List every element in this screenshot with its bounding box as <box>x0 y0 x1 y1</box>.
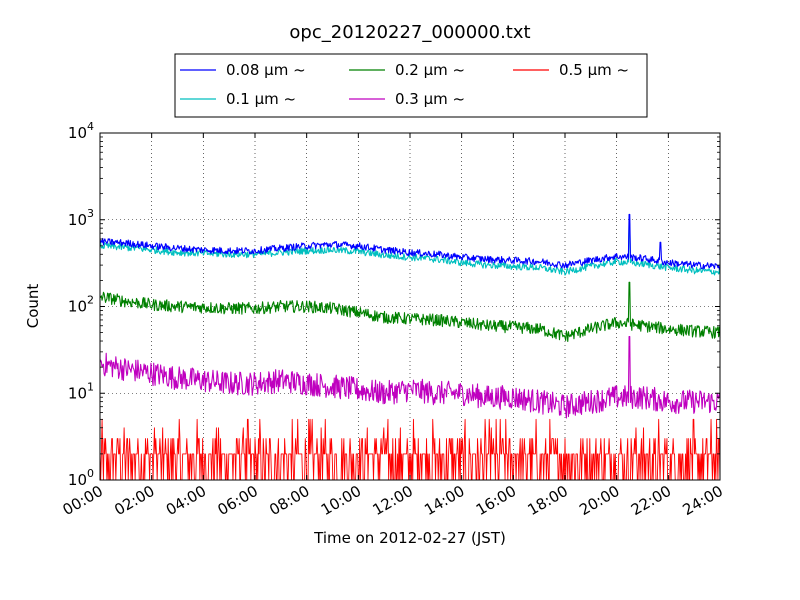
y-tick-label: 104 <box>68 120 94 142</box>
y-axis-label: Count <box>24 284 42 329</box>
y-tick-base: 10 <box>68 298 87 316</box>
chart-title: opc_20120227_000000.txt <box>289 22 530 43</box>
legend-label: 0.1 μm ~ <box>226 90 296 108</box>
y-tick-label: 102 <box>68 294 94 316</box>
series-line <box>99 281 721 342</box>
legend-label: 0.5 μm ~ <box>559 61 629 79</box>
ticks <box>99 132 721 481</box>
y-tick-exponent: 3 <box>87 207 94 220</box>
y-tick-exponent: 1 <box>87 380 94 393</box>
series-line <box>99 223 721 276</box>
y-tick-base: 10 <box>68 211 87 229</box>
y-tick-label: 103 <box>68 207 94 229</box>
x-axis-label: Time on 2012-02-27 (JST) <box>313 529 506 547</box>
y-tick-base: 10 <box>68 471 87 489</box>
y-tick-exponent: 4 <box>87 120 94 133</box>
legend-frame <box>174 53 648 118</box>
series-line <box>99 213 721 270</box>
y-tick-exponent: 0 <box>87 467 94 480</box>
y-tick-label: 100 <box>68 467 94 489</box>
y-tick-base: 10 <box>68 384 87 402</box>
legend-label: 0.08 μm ~ <box>226 61 306 79</box>
y-tick-base: 10 <box>68 124 87 142</box>
legend: 0.08 μm ~ 0.1 μm ~ 0.2 μm ~ 0.3 μm ~ 0.5 μm … <box>174 53 648 118</box>
y-tick-label: 101 <box>68 380 94 402</box>
series-line <box>99 336 721 419</box>
legend-label: 0.3 μm ~ <box>395 90 465 108</box>
legend-label: 0.2 μm ~ <box>395 61 465 79</box>
y-tick-exponent: 2 <box>87 294 94 307</box>
